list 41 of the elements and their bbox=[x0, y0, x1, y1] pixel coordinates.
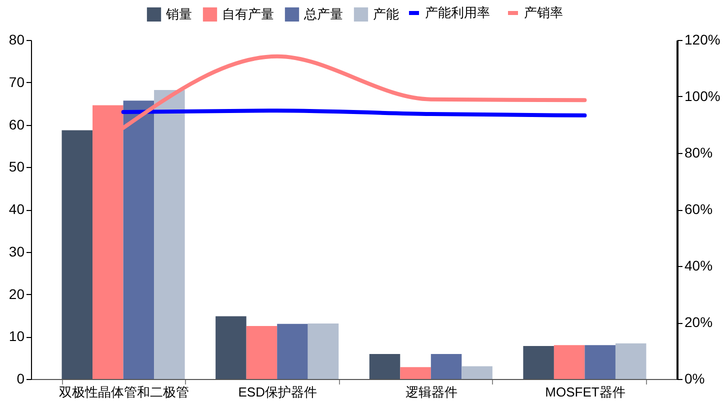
bar bbox=[246, 326, 278, 379]
bar bbox=[400, 367, 431, 379]
y2-tick-label: 100% bbox=[684, 88, 720, 104]
x-tick-label: 双极性晶体管和二极管 bbox=[58, 384, 189, 400]
bar bbox=[62, 130, 93, 379]
y2-tick-label: 0% bbox=[684, 370, 705, 386]
y-tick-label: 60 bbox=[8, 116, 25, 132]
legend-label: 产销率 bbox=[524, 5, 563, 20]
y-tick-label: 0 bbox=[16, 370, 25, 386]
y2-tick-label: 40% bbox=[684, 258, 713, 274]
bar bbox=[277, 324, 308, 379]
bar bbox=[154, 90, 185, 379]
x-tick-label: ESD保护器件 bbox=[238, 384, 317, 400]
bar bbox=[554, 345, 585, 379]
bar bbox=[123, 100, 154, 379]
y2-tick-label: 20% bbox=[684, 314, 713, 330]
y2-tick-label: 60% bbox=[684, 201, 713, 217]
bar bbox=[308, 323, 339, 379]
bar bbox=[523, 346, 554, 379]
y2-tick-label: 80% bbox=[684, 144, 713, 160]
y-tick-label: 40 bbox=[8, 201, 25, 217]
legend-label: 自有产量 bbox=[222, 6, 274, 22]
legend-label: 总产量 bbox=[303, 6, 343, 22]
legend-label: 销量 bbox=[165, 6, 192, 22]
bar bbox=[216, 316, 246, 379]
bar bbox=[615, 343, 646, 379]
legend-label: 产能 bbox=[373, 6, 399, 22]
y-tick-label: 30 bbox=[8, 243, 25, 260]
y-tick-label: 80 bbox=[8, 32, 25, 48]
y-tick-label: 70 bbox=[8, 74, 25, 90]
bar bbox=[462, 366, 492, 379]
y-tick-label: 20 bbox=[8, 286, 25, 302]
x-tick-label: MOSFET器件 bbox=[545, 384, 626, 400]
bar bbox=[430, 354, 462, 379]
bar bbox=[369, 354, 400, 379]
legend-label: 产能利用率 bbox=[425, 5, 490, 20]
y-tick-label: 50 bbox=[8, 158, 25, 175]
y2-tick-label: 120% bbox=[684, 32, 720, 48]
x-tick-label: 逻辑器件 bbox=[405, 384, 458, 400]
y-tick-label: 10 bbox=[8, 328, 25, 344]
bar bbox=[584, 345, 616, 379]
